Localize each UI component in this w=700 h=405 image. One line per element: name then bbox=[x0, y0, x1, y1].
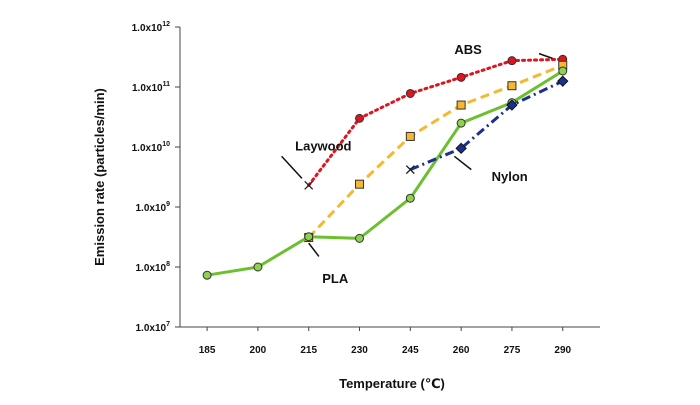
x-tick-label: 275 bbox=[504, 345, 521, 356]
data-point-laywood bbox=[355, 233, 365, 243]
series-label-laywood: Laywood bbox=[295, 139, 351, 154]
x-tick-label: 290 bbox=[554, 345, 571, 356]
x-tick-label: 215 bbox=[300, 345, 317, 356]
data-point-pla bbox=[456, 100, 466, 110]
data-point-nylon bbox=[405, 165, 415, 175]
data-point-abs bbox=[355, 113, 365, 123]
data-point-laywood bbox=[558, 66, 568, 76]
y-axis-title: Emission rate (particles/min) bbox=[92, 88, 107, 266]
x-tick-label: 200 bbox=[250, 345, 267, 356]
x-tick-label: 185 bbox=[199, 345, 216, 356]
y-tick-label: 1.0x1010 bbox=[132, 141, 170, 154]
data-point-laywood bbox=[405, 193, 415, 203]
data-point-abs bbox=[456, 72, 466, 82]
series-line-nylon bbox=[409, 79, 564, 171]
data-point-laywood bbox=[202, 270, 212, 280]
y-tick-label: 1.0x109 bbox=[136, 201, 171, 214]
data-point-pla bbox=[507, 81, 517, 91]
data-point-laywood bbox=[456, 118, 466, 128]
series-line-abs bbox=[307, 57, 565, 187]
x-tick-label: 260 bbox=[453, 345, 470, 356]
data-point-pla bbox=[405, 131, 415, 141]
y-tick-label: 1.0x1012 bbox=[132, 21, 170, 34]
data-point-abs bbox=[304, 180, 314, 190]
leader-line-pla bbox=[308, 242, 320, 257]
y-tick-label: 1.0x107 bbox=[136, 321, 171, 334]
leader-line-abs bbox=[538, 52, 553, 60]
data-point-laywood bbox=[304, 232, 314, 242]
x-axis-title: Temperature (℃) bbox=[339, 376, 445, 391]
x-tick-label: 245 bbox=[402, 345, 419, 356]
series-line-laywood bbox=[206, 69, 564, 277]
series-label-nylon: Nylon bbox=[492, 169, 528, 184]
series-line-pla bbox=[307, 63, 564, 239]
data-point-abs bbox=[507, 56, 517, 66]
data-point-nylon bbox=[557, 75, 569, 87]
x-tick-label: 230 bbox=[351, 345, 368, 356]
data-point-pla bbox=[355, 179, 365, 189]
data-point-nylon bbox=[455, 142, 467, 155]
y-tick-label: 1.0x1011 bbox=[132, 81, 170, 94]
data-point-laywood bbox=[253, 262, 263, 272]
data-point-abs bbox=[405, 88, 415, 98]
leader-line-laywood bbox=[281, 155, 303, 179]
series-label-abs: ABS bbox=[454, 42, 482, 57]
leader-line-nylon bbox=[453, 155, 472, 171]
series-label-pla: PLA bbox=[322, 271, 349, 286]
data-point-nylon bbox=[506, 99, 518, 111]
y-tick-label: 1.0x108 bbox=[136, 261, 171, 274]
